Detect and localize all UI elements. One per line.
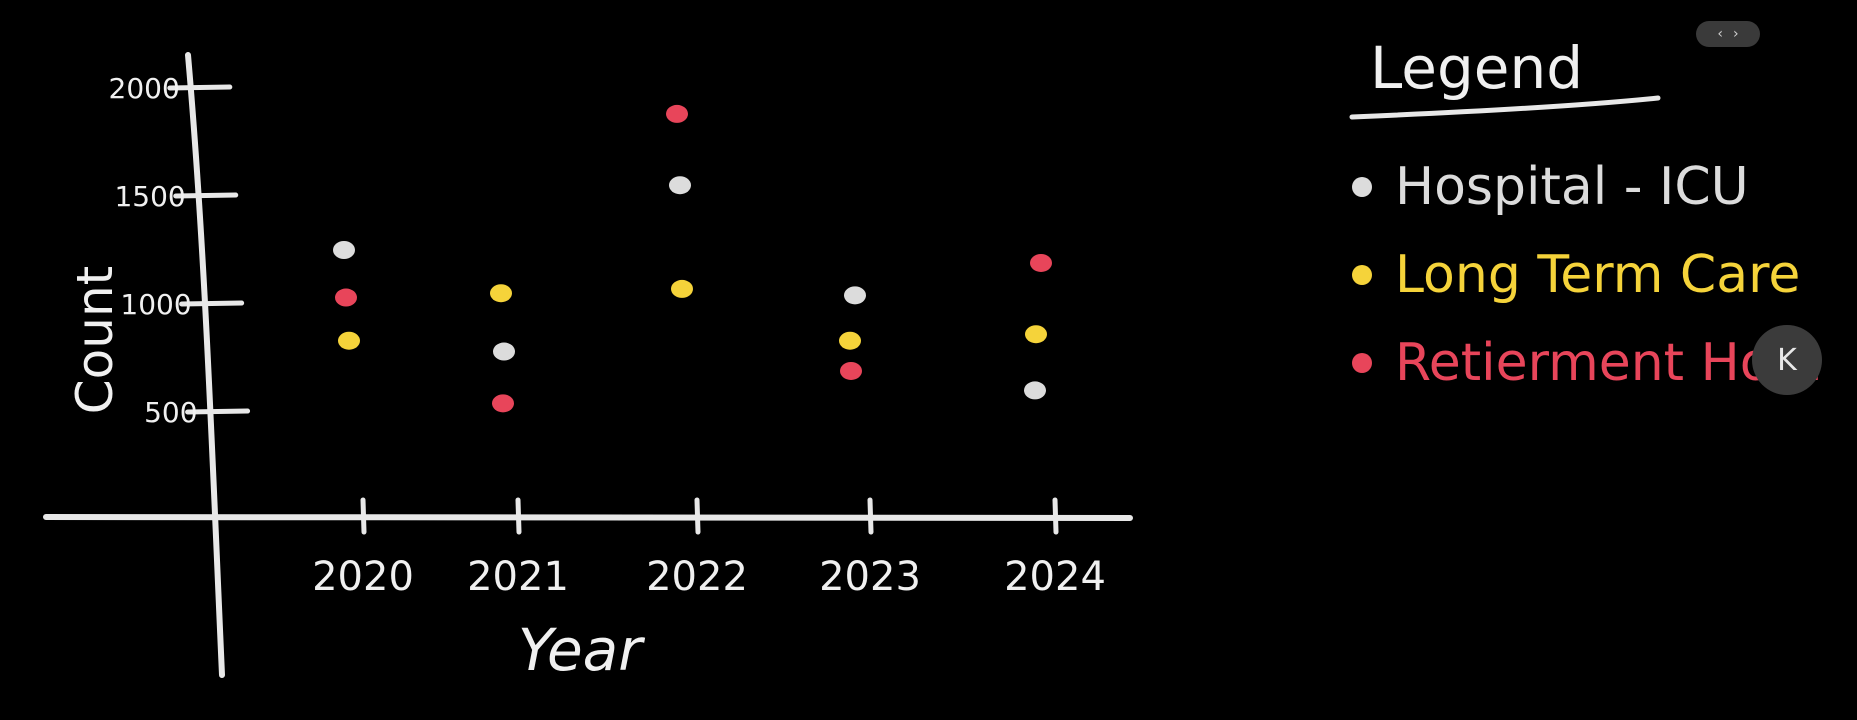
data-point (1030, 253, 1052, 272)
y-tick-mark (185, 408, 251, 415)
data-point (490, 284, 512, 303)
y-axis-title: Count (66, 266, 124, 415)
x-tick-mark (867, 497, 874, 535)
y-tick-mark (179, 300, 245, 307)
chevron-right-icon[interactable]: › (1733, 26, 1739, 42)
legend-marker (1352, 353, 1372, 373)
legend-label: Retierment Hom (1395, 333, 1822, 393)
data-point (333, 241, 355, 259)
legend-label: Hospital - ICU (1395, 157, 1749, 217)
legend-marker (1352, 177, 1372, 197)
y-axis-line (185, 52, 225, 678)
x-axis-line (43, 514, 1133, 522)
y-tick-mark (167, 84, 233, 91)
data-point (335, 288, 357, 307)
y-tick-label: 500 (144, 396, 197, 429)
x-tick-mark (515, 497, 522, 535)
x-tick-label: 2020 (312, 554, 414, 600)
data-point (671, 279, 693, 298)
x-tick-label: 2021 (467, 554, 569, 600)
data-point (1024, 381, 1046, 400)
data-point (492, 394, 514, 413)
x-tick-mark (360, 497, 367, 535)
data-point (844, 286, 866, 305)
legend-marker (1352, 265, 1372, 285)
axes (43, 52, 1133, 678)
legend-title: Legend (1370, 34, 1583, 102)
x-tick-label: 2023 (819, 554, 921, 600)
data-point (839, 331, 861, 350)
data-point (669, 176, 691, 195)
collapse-left-icon[interactable]: K (1752, 325, 1822, 395)
slide-nav-pill: ‹ › (1696, 21, 1760, 47)
y-tick-label: 1500 (114, 180, 185, 213)
y-tick-mark (173, 192, 239, 199)
y-tick-label: 2000 (109, 72, 180, 105)
data-point (338, 331, 360, 350)
x-tick-mark (1052, 497, 1059, 535)
x-tick-label: 2024 (1004, 554, 1106, 600)
data-point (1025, 325, 1047, 344)
x-tick-mark (694, 497, 701, 535)
data-point (666, 104, 688, 123)
data-point (840, 361, 862, 380)
x-axis-title: Year (518, 616, 645, 684)
data-point (493, 342, 515, 361)
legend-label: Long Term Care (1395, 245, 1800, 305)
x-tick-label: 2022 (646, 554, 748, 600)
legend-underline (1349, 95, 1661, 120)
y-tick-label: 1000 (120, 288, 191, 321)
chevron-left-icon[interactable]: ‹ (1717, 26, 1723, 42)
